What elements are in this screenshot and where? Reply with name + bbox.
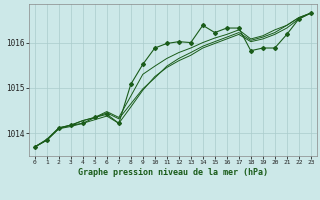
X-axis label: Graphe pression niveau de la mer (hPa): Graphe pression niveau de la mer (hPa) — [78, 168, 268, 177]
